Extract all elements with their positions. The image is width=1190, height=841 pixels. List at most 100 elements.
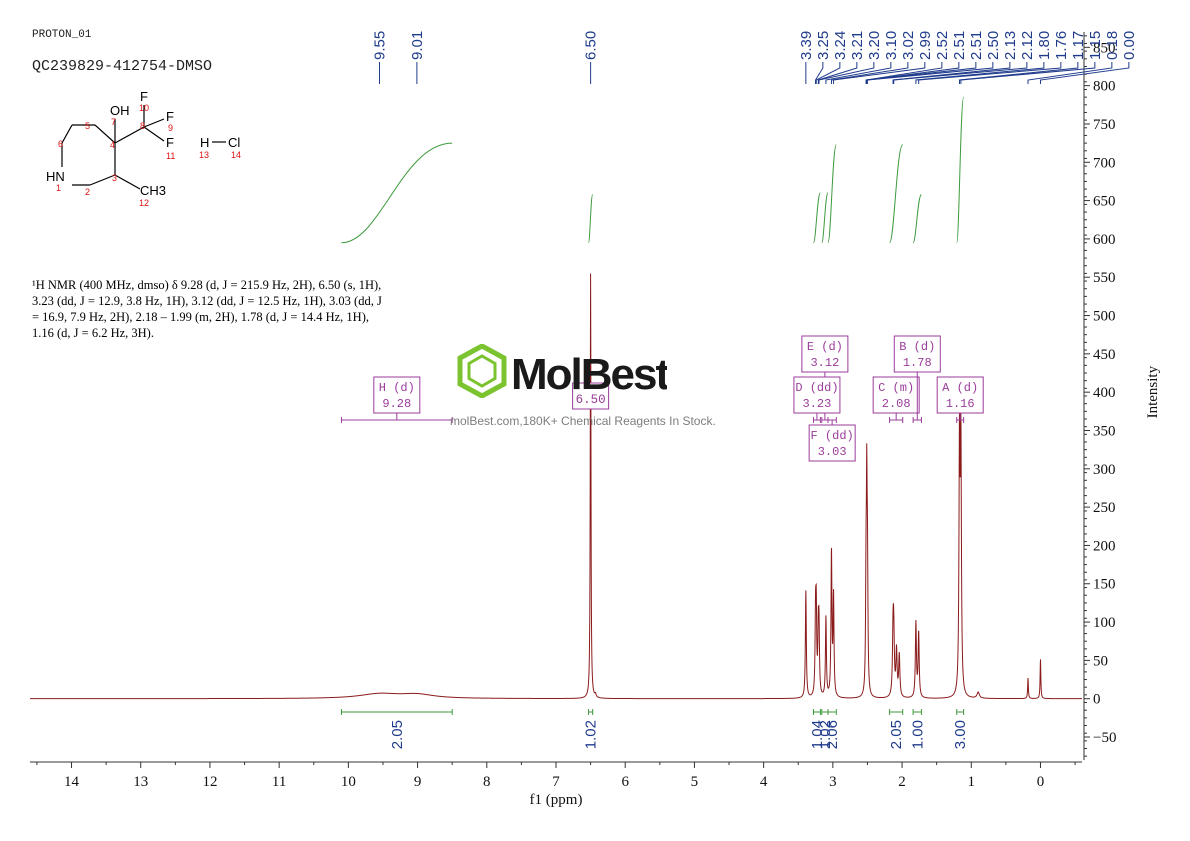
multiplet-label: A (d) [942, 381, 978, 395]
x-tick-label: 8 [483, 774, 491, 790]
integral-curve [912, 193, 922, 244]
atom-number: 9 [168, 123, 173, 133]
carbon-number: 8 [140, 121, 145, 131]
peak-label-connector [893, 62, 1028, 84]
multiplet-shift: 3.23 [803, 397, 832, 411]
x-tick-label: 2 [898, 774, 906, 790]
peak-label: 1.17 [1070, 31, 1087, 60]
integral-curve [341, 142, 453, 244]
y-tick-label: 850 [1093, 40, 1116, 56]
carbon-number: 5 [85, 121, 90, 131]
integral-curve [821, 192, 829, 244]
peak-label: 0.00 [1121, 31, 1138, 60]
multiplet-shift: 1.78 [903, 356, 932, 370]
peak-label: 9.01 [409, 31, 426, 60]
integral-curve [827, 144, 837, 244]
nmr-summary-text: ¹H NMR (400 MHz, dmso) δ 9.28 (d, J = 21… [32, 277, 472, 341]
peak-label-connector [960, 62, 1096, 84]
atom-label: HN [46, 169, 65, 184]
y-tick-label: −50 [1093, 730, 1116, 746]
peak-labels: 9.55 9.01 6.50 3.39 3.25 3.24 3.21 3.20 3.10 3.02… [372, 31, 1138, 84]
peak-label-connector [815, 62, 841, 84]
atom-number: 12 [139, 198, 149, 208]
integral-labels: 2.05 1.02 1.041.022.06 2.05 1.00 3.00 [340, 709, 969, 749]
y-tick-label: 550 [1093, 270, 1116, 286]
multiplet-shift: 3.12 [810, 356, 839, 370]
peak-label: 1.15 [1087, 31, 1104, 60]
y-tick-label: 150 [1093, 577, 1116, 593]
summary-line: ¹H NMR (400 MHz, dmso) δ 9.28 (d, J = 21… [32, 278, 382, 292]
peak-label-connector [830, 62, 909, 84]
x-tick-label: 11 [272, 774, 286, 790]
x-tick-label: 5 [691, 774, 699, 790]
peak-label: 2.51 [968, 31, 985, 60]
y-tick-label: 0 [1093, 692, 1101, 708]
x-tick-label: 0 [1037, 774, 1045, 790]
x-tick-label: 12 [202, 774, 217, 790]
peak-label: 2.51 [951, 31, 968, 60]
peak-label: 3.21 [849, 31, 866, 60]
multiplet-box [801, 335, 849, 373]
multiplet-box [572, 382, 610, 410]
integral-value: 2.05 [389, 720, 406, 749]
atom-label: F [166, 135, 174, 150]
multiplet-shift: 3.03 [818, 445, 847, 459]
x-tick-label: 3 [829, 774, 837, 790]
y-tick-label: 100 [1093, 615, 1116, 631]
multiplet-box [872, 376, 920, 414]
watermark-logo: MolBest [457, 344, 667, 398]
integral-value: 3.00 [952, 720, 969, 749]
peak-label: 3.10 [883, 31, 900, 60]
experiment-name: PROTON_01 [32, 29, 92, 41]
integral-curves [341, 96, 965, 244]
peak-label-connector [825, 62, 892, 84]
carbon-number: 6 [58, 139, 63, 149]
peak-label-connector [1039, 62, 1130, 84]
x-tick-label: 4 [760, 774, 768, 790]
watermark-name: MolBest [511, 350, 667, 398]
x-axis-label: f1 (ppm) [530, 792, 583, 808]
x-tick-label: 1 [968, 774, 976, 790]
atom-number: 1 [56, 183, 61, 193]
summary-line: 3.23 (dd, J = 12.9, 3.8 Hz, 1H), 3.12 (d… [32, 294, 382, 308]
y-tick-label: 500 [1093, 309, 1116, 325]
peak-label-connector [817, 62, 858, 84]
multiplet-box [893, 335, 941, 373]
peak-label-connector [892, 62, 1011, 84]
molecule-structure: OH 7 F 10 F 9 F 11 HN 1 CH3 12 H 13 Cl 1… [46, 89, 241, 208]
integral-value: 2.05 [888, 720, 905, 749]
x-tick-label: 14 [64, 774, 80, 790]
spectrum-trace [30, 273, 1082, 700]
integral-value: 2.06 [824, 720, 841, 749]
spectrum-trace-group [30, 273, 1082, 700]
atom-label: OH [110, 103, 130, 118]
atom-number: 11 [166, 151, 175, 161]
atom-label: F [140, 89, 148, 104]
multiplet-shift: 9.28 [382, 397, 411, 411]
peak-label: 6.50 [583, 31, 600, 60]
x-tick-label: 7 [552, 774, 560, 790]
integral-curve [588, 193, 594, 244]
watermark-tagline: molBest.com,180K+ Chemical Reagents In S… [450, 414, 716, 428]
atom-label: F [166, 109, 174, 124]
multiplet-box [373, 376, 421, 414]
atom-number: 10 [139, 103, 149, 113]
y-tick-label: 300 [1093, 462, 1116, 478]
peak-label-connector [818, 62, 875, 84]
multiplet-label: D (dd) [795, 381, 838, 395]
peak-label: 3.20 [866, 31, 883, 60]
multiplet-shift: 1.16 [946, 397, 975, 411]
multiplet-label: H (d) [379, 381, 415, 395]
carbon-number: 2 [85, 187, 90, 197]
peak-label: 1.76 [1053, 31, 1070, 60]
hexagon-logo-icon [457, 344, 507, 398]
y-tick-label: 250 [1093, 500, 1116, 516]
y-tick-label: 50 [1093, 653, 1108, 669]
x-tick-label: 9 [414, 774, 422, 790]
y-tick-label: 750 [1093, 117, 1116, 133]
summary-line: 1.16 (d, J = 6.2 Hz, 3H). [32, 326, 154, 340]
y-tick-label: 700 [1093, 155, 1116, 171]
peak-label: 3.24 [832, 31, 849, 60]
peak-label-connector [833, 62, 926, 84]
